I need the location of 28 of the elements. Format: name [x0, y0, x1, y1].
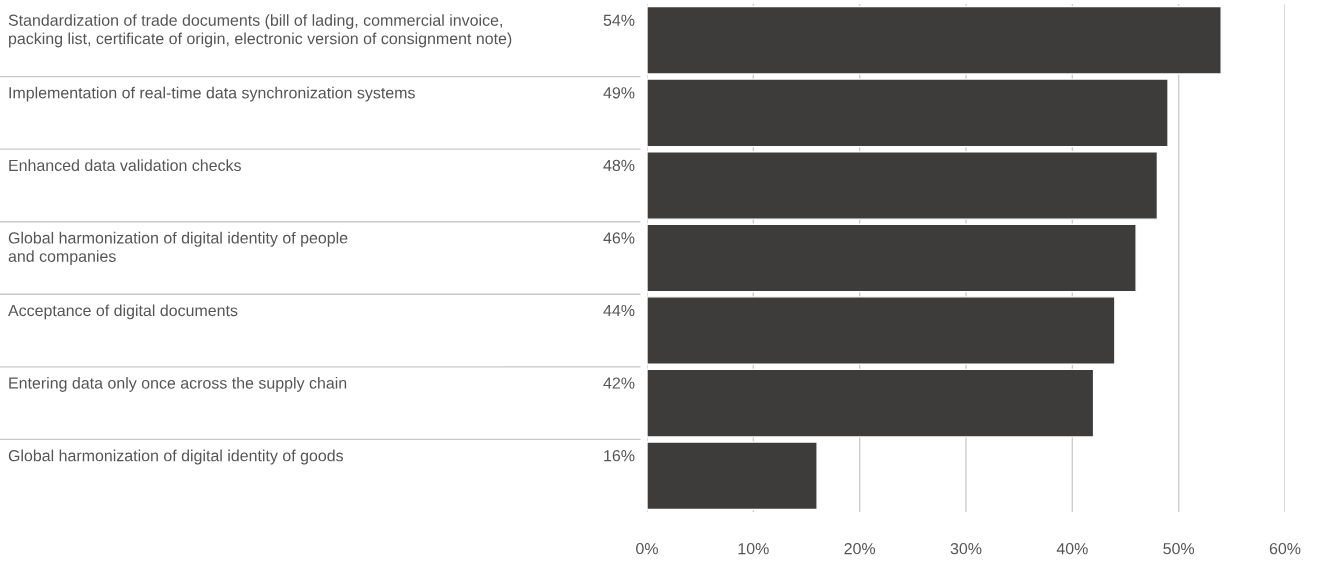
x-tick-label: 30%	[950, 542, 982, 555]
x-tick-label: 50%	[1163, 542, 1195, 555]
x-tick-label: 10%	[738, 542, 769, 555]
bar	[647, 5, 1222, 75]
bar	[647, 150, 1159, 220]
y-tick-label: Entering data only once across the supply chain	[9, 377, 347, 392]
y-tick-label: Global harmonization of digital identity of goods	[8, 449, 344, 465]
x-tick-label: 40%	[1056, 542, 1088, 555]
data-label: 42%	[603, 377, 635, 389]
x-tick-label: 20%	[844, 542, 876, 555]
bar	[647, 78, 1169, 148]
bar	[647, 223, 1137, 293]
data-label: 49%	[603, 87, 635, 99]
data-label: 46%	[603, 232, 635, 244]
data-label: 54%	[603, 14, 635, 26]
data-label: 44%	[603, 304, 635, 317]
data-label: 16%	[604, 450, 635, 462]
bar	[647, 441, 818, 511]
y-tick-label: Enhanced data validation checks	[9, 159, 241, 172]
bar	[647, 368, 1095, 438]
x-tick-label: 0%	[636, 542, 658, 555]
y-tick-label: Standardization of trade documents (bill of lading, commercial invoice, packing list, certificate of origin, electronic version of consignment note)	[8, 14, 512, 48]
y-tick-label: Global harmonization of digital identity of people and companies	[8, 231, 348, 266]
data-label: 48%	[603, 159, 635, 172]
bar	[647, 296, 1116, 366]
y-tick-label: Implementation of real-time data synchronization systems	[9, 86, 415, 102]
x-tick-label: 60%	[1269, 542, 1301, 555]
y-tick-label: Acceptance of digital documents	[8, 304, 238, 320]
